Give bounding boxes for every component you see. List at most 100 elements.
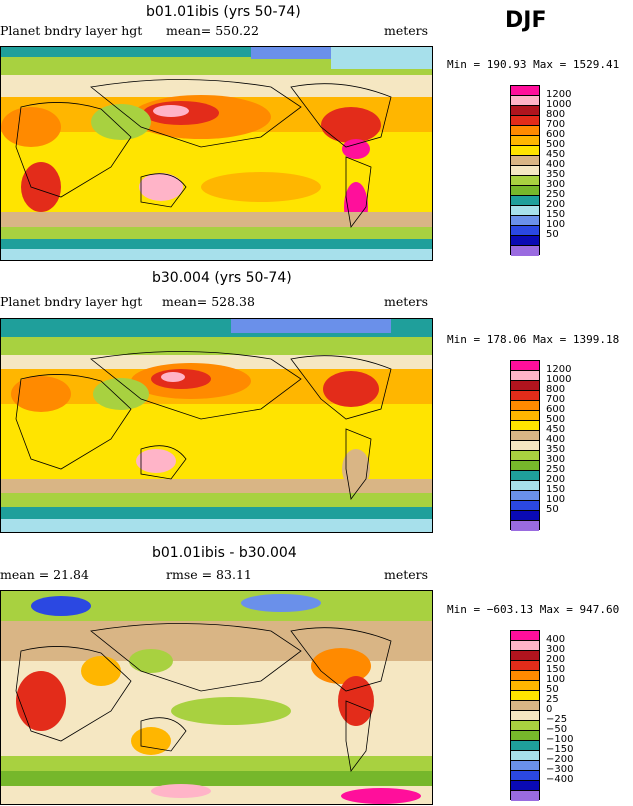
season-label: DJF (505, 8, 547, 33)
colorbar-swatch (511, 176, 539, 186)
colorbar-swatch (511, 741, 539, 751)
colorbar-swatch (511, 661, 539, 671)
panel-3-colorbar (510, 630, 540, 801)
colorbar-level-label: 800 (546, 109, 566, 120)
colorbar-level-label: 100 (546, 494, 566, 505)
colorbar-swatch (511, 166, 539, 176)
colorbar-level-label: 600 (546, 404, 566, 415)
colorbar-swatch (511, 681, 539, 691)
colorbar-swatch (511, 391, 539, 401)
colorbar-level-label: 100 (546, 674, 566, 685)
colorbar-level-label: 400 (546, 634, 566, 645)
colorbar-swatch (511, 701, 539, 711)
colorbar-swatch (511, 491, 539, 501)
colorbar-level-label: 350 (546, 444, 566, 455)
colorbar-level-label: 200 (546, 474, 566, 485)
colorbar-swatch (511, 226, 539, 236)
panel-2-variable-label: Planet bndry layer hgt (0, 294, 143, 309)
colorbar-level-label: −200 (546, 754, 574, 765)
colorbar-level-label: 600 (546, 129, 566, 140)
colorbar-swatch (511, 501, 539, 511)
colorbar-swatch (511, 631, 539, 641)
colorbar-level-label: −25 (546, 714, 568, 725)
panel-3-map-svg (1, 591, 432, 804)
colorbar-swatch (511, 771, 539, 781)
colorbar-swatch (511, 196, 539, 206)
panel-1-minmax: Min = 190.93 Max = 1529.41 (447, 58, 620, 71)
colorbar-level-label: 500 (546, 139, 566, 150)
panel-2-colorbar (510, 360, 540, 531)
colorbar-swatch (511, 86, 539, 96)
panel-2-title: b30.004 (yrs 50-74) (152, 270, 292, 286)
colorbar-level-label: −400 (546, 774, 574, 785)
colorbar-level-label: 350 (546, 169, 566, 180)
colorbar-swatch (511, 371, 539, 381)
panel-2-minmax: Min = 178.06 Max = 1399.18 (447, 333, 620, 346)
colorbar-swatch (511, 136, 539, 146)
colorbar-swatch (511, 441, 539, 451)
colorbar-level-label: 1000 (546, 374, 572, 385)
colorbar-level-label: 700 (546, 394, 566, 405)
colorbar-swatch (511, 671, 539, 681)
panel-1-map (0, 46, 433, 261)
panel-2-units-label: meters (384, 294, 429, 309)
colorbar-level-label: −300 (546, 764, 574, 775)
colorbar-level-label: 1000 (546, 99, 572, 110)
colorbar-swatch (511, 421, 539, 431)
colorbar-swatch (511, 431, 539, 441)
colorbar-swatch (511, 761, 539, 771)
panel-1-colorbar (510, 85, 540, 256)
panel-1-variable-label: Planet bndry layer hgt (0, 23, 143, 38)
panel-1-mean-label: mean= 550.22 (166, 23, 259, 38)
colorbar-level-label: 250 (546, 464, 566, 475)
colorbar-swatch (511, 186, 539, 196)
colorbar-level-label: 250 (546, 189, 566, 200)
colorbar-level-label: 500 (546, 414, 566, 425)
colorbar-swatch (511, 146, 539, 156)
colorbar-swatch (511, 481, 539, 491)
colorbar-level-label: 300 (546, 644, 566, 655)
colorbar-level-label: 300 (546, 454, 566, 465)
colorbar-level-label: 1200 (546, 364, 572, 375)
colorbar-swatch (511, 521, 539, 531)
colorbar-level-label: 300 (546, 179, 566, 190)
colorbar-level-label: 200 (546, 654, 566, 665)
panel-3-mean-label: mean = 21.84 (0, 567, 89, 582)
panel-2-map-svg (1, 319, 432, 532)
colorbar-swatch (511, 651, 539, 661)
colorbar-swatch (511, 156, 539, 166)
colorbar-swatch (511, 126, 539, 136)
colorbar-level-label: −50 (546, 724, 568, 735)
colorbar-swatch (511, 96, 539, 106)
colorbar-swatch (511, 116, 539, 126)
colorbar-swatch (511, 216, 539, 226)
colorbar-level-label: 150 (546, 209, 566, 220)
colorbar-level-label: 400 (546, 434, 566, 445)
colorbar-swatch (511, 451, 539, 461)
colorbar-level-label: −100 (546, 734, 574, 745)
panel-2-map (0, 318, 433, 533)
colorbar-swatch (511, 206, 539, 216)
colorbar-level-label: 100 (546, 219, 566, 230)
colorbar-swatch (511, 751, 539, 761)
colorbar-level-label: 400 (546, 159, 566, 170)
panel-2-mean-label: mean= 528.38 (162, 294, 255, 309)
colorbar-swatch (511, 721, 539, 731)
panel-3-minmax: Min = −603.13 Max = 947.60 (447, 603, 620, 616)
colorbar-level-label: 50 (546, 504, 559, 515)
colorbar-level-label: 1200 (546, 89, 572, 100)
colorbar-level-label: 50 (546, 229, 559, 240)
panel-1-map-svg (1, 47, 432, 260)
panel-3-map (0, 590, 433, 805)
colorbar-level-label: −150 (546, 744, 574, 755)
colorbar-swatch (511, 246, 539, 256)
colorbar-swatch (511, 691, 539, 701)
colorbar-swatch (511, 711, 539, 721)
panel-1-units-label: meters (384, 23, 429, 38)
colorbar-level-label: 0 (546, 704, 553, 715)
colorbar-swatch (511, 381, 539, 391)
colorbar-swatch (511, 106, 539, 116)
colorbar-level-label: 150 (546, 484, 566, 495)
colorbar-swatch (511, 791, 539, 801)
colorbar-swatch (511, 361, 539, 371)
